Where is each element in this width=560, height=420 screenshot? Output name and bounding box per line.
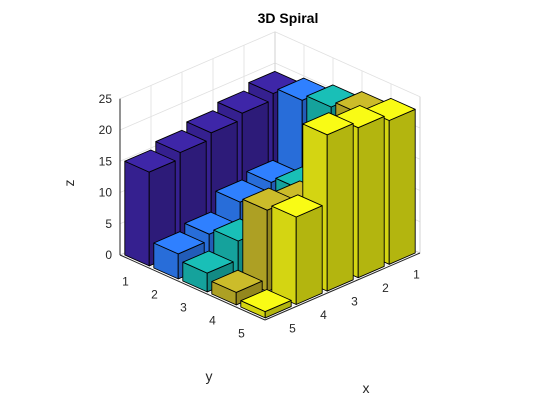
tick-labels: 0 5 10 15 20 25 1 2 3 4 5 1 2 3 4 5 (99, 92, 421, 341)
bar-face-top (217, 90, 269, 114)
bar-face-front (271, 205, 297, 305)
bar-x5-y4 (271, 194, 323, 305)
bar-face-top (211, 269, 263, 293)
chart-title: 3D Spiral (258, 10, 319, 26)
bar-x4-y5 (211, 269, 263, 306)
bar-face-side (326, 123, 354, 292)
x-axis-label: x (363, 380, 370, 396)
grid-line (274, 31, 421, 98)
bar-face-top (277, 77, 329, 101)
bar-face-top (215, 179, 267, 203)
y-axis-label: y (206, 368, 213, 384)
x-tick-label: 4 (209, 314, 216, 328)
bar-face-front (124, 160, 150, 267)
bar-face-side (357, 115, 385, 279)
grid-line (119, 62, 276, 131)
bar-face-top (248, 70, 300, 94)
y-tick-label: 3 (351, 295, 358, 309)
z-tick-label: 20 (99, 123, 113, 137)
bar-face-top (302, 112, 354, 136)
x-tick-label: 5 (238, 327, 245, 341)
bar-face-side (388, 108, 416, 265)
bar-face-top (184, 211, 236, 235)
bars (124, 70, 416, 319)
z-tick-label: 0 (105, 248, 112, 262)
x-tick-label: 1 (122, 275, 129, 289)
y-tick-label: 5 (289, 321, 296, 335)
y-tick-label: 4 (320, 308, 327, 322)
x-axis-line (119, 254, 266, 321)
bar-face-top (240, 289, 292, 313)
z-tick-label: 10 (99, 186, 113, 200)
bar-face-top (186, 110, 238, 134)
bar-face-top (306, 84, 358, 108)
bar-face-top (182, 250, 234, 274)
bar-face-top (246, 159, 298, 183)
z-tick-label: 5 (105, 217, 112, 231)
bar-face-top (242, 187, 294, 211)
y-tick-label: 1 (413, 268, 420, 282)
grid-line (119, 31, 276, 100)
bar-face-top (155, 129, 207, 153)
bar-face-side (295, 205, 323, 305)
y-axis-line (264, 252, 421, 321)
bar-face-top (124, 149, 176, 173)
z-tick-label: 25 (99, 92, 113, 106)
x-tick-label: 2 (151, 288, 158, 302)
x-tick-label: 3 (180, 301, 187, 315)
z-axis-label: z (61, 180, 77, 187)
z-tick-label: 15 (99, 154, 113, 168)
y-tick-label: 2 (382, 281, 389, 295)
bar-face-top (153, 231, 205, 255)
bar-face-top (271, 194, 323, 218)
bar-x5-y5 (240, 289, 292, 319)
